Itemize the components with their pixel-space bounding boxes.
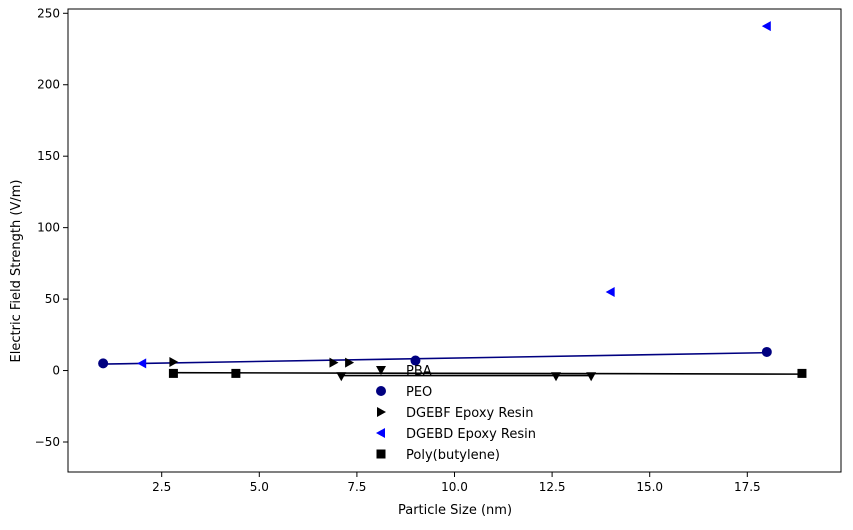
- legend-label: DGEBF Epoxy Resin: [406, 406, 533, 421]
- y-tick-label: 50: [45, 292, 60, 306]
- x-tick-label: 5.0: [250, 480, 269, 494]
- data-point: [761, 346, 772, 357]
- legend-marker: [376, 386, 386, 396]
- data-point: [329, 357, 339, 368]
- x-tick-label: 2.5: [152, 480, 171, 494]
- data-point: [168, 368, 178, 378]
- legend-label: Poly(butylene): [406, 448, 500, 463]
- x-axis-label: Particle Size (nm): [398, 503, 512, 518]
- plot-layer: 2.5 5.0 7.5 10.0 12.5 15.0 17.5 −50 0 50 100 150 200…: [35, 6, 842, 494]
- series-line: [103, 351, 767, 365]
- data-point: [345, 357, 355, 368]
- x-tick-label: 15.0: [636, 480, 663, 494]
- series-line: [173, 371, 802, 375]
- data-point: [410, 355, 421, 366]
- y-tick-label: 250: [37, 6, 60, 20]
- x-tick-label: 12.5: [539, 480, 566, 494]
- data-point: [336, 372, 347, 382]
- legend-marker: [376, 428, 385, 438]
- data-point: [586, 372, 597, 382]
- x-tick-label: 17.5: [734, 480, 761, 494]
- legend-label: DGEBD Epoxy Resin: [406, 427, 536, 442]
- data-point: [231, 368, 241, 378]
- y-tick-label: −50: [35, 435, 60, 449]
- legend-label: PBA: [406, 364, 432, 379]
- y-axis-label: Electric Field Strength (V/m): [9, 180, 24, 363]
- data-point: [169, 356, 179, 367]
- y-tick-label: 100: [37, 221, 60, 235]
- legend-label: PEO: [406, 385, 432, 400]
- data-point: [98, 358, 109, 369]
- x-tick-label: 7.5: [347, 480, 366, 494]
- legend-marker: [376, 366, 386, 375]
- legend-marker: [377, 407, 386, 417]
- y-tick-label: 200: [37, 78, 60, 92]
- data-point: [761, 21, 771, 32]
- plot-frame: [67, 8, 842, 473]
- data-point: [605, 286, 615, 297]
- y-tick-label: 0: [52, 364, 60, 378]
- y-tick-label: 150: [37, 149, 60, 163]
- x-tick-label: 10.0: [441, 480, 468, 494]
- data-point: [797, 368, 807, 378]
- data-point: [137, 358, 147, 369]
- data-point: [551, 372, 562, 382]
- legend-marker: [376, 449, 386, 459]
